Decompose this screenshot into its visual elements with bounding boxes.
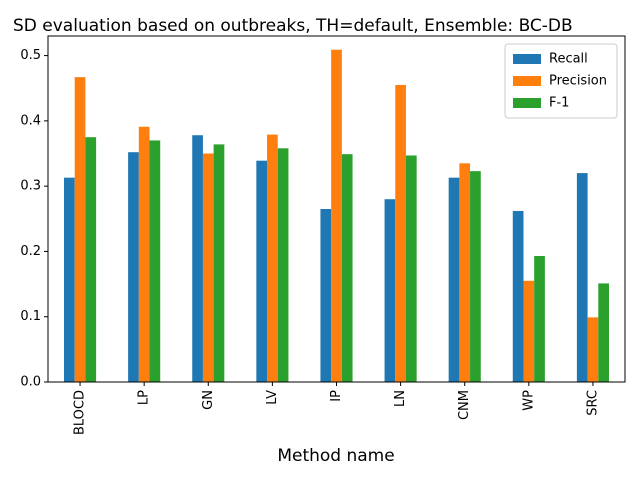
x-tick-label: BLOCD: [73, 390, 88, 435]
bar-recall-lp: [128, 152, 139, 382]
x-tick-label: LV: [265, 390, 280, 405]
legend-label: Precision: [549, 74, 607, 89]
bar-f-1-wp: [534, 256, 545, 382]
bar-f-1-ip: [341, 154, 353, 382]
x-tick-label: GN: [201, 390, 216, 410]
x-tick-label: LP: [137, 390, 152, 405]
bar-recall-src: [576, 173, 588, 382]
y-tick-label: 0.4: [20, 113, 41, 128]
bar-precision-gn: [202, 153, 214, 382]
legend-swatch: [513, 98, 541, 108]
x-axis-ticks: BLOCD LP GN LV IP LN CNM WP SRC: [73, 382, 600, 435]
y-tick-label: 0.2: [20, 244, 41, 259]
legend-swatch: [513, 76, 541, 86]
legend-label: Recall: [549, 52, 588, 67]
y-tick-label: 0.0: [20, 375, 41, 390]
bar-precision-src: [587, 317, 599, 382]
bar-f-1-lp: [149, 140, 161, 382]
y-tick-label: 0.5: [20, 48, 41, 63]
bar-recall-ln: [384, 199, 396, 382]
legend-swatch: [513, 54, 541, 64]
x-tick-label: IP: [329, 390, 344, 402]
bar-recall-lv: [256, 160, 268, 382]
x-tick-label: LN: [393, 390, 408, 407]
bar-precision-wp: [523, 280, 535, 382]
x-axis-label: Method name: [277, 446, 394, 466]
bar-precision-blocd: [74, 77, 86, 382]
chart-title: SD evaluation based on outbreaks, TH=def…: [13, 16, 573, 36]
bar-precision-lv: [267, 134, 278, 382]
x-tick-label: WP: [521, 390, 536, 411]
bar-f-1-blocd: [85, 137, 97, 382]
bar-recall-gn: [192, 135, 203, 382]
y-tick-label: 0.3: [20, 179, 41, 194]
y-tick-label: 0.1: [20, 309, 41, 324]
bar-recall-cnm: [448, 177, 460, 382]
bar-f-1-src: [598, 283, 609, 382]
bar-precision-ln: [395, 84, 406, 383]
bar-f-1-lv: [277, 148, 289, 382]
x-tick-label: SRC: [585, 390, 600, 416]
bar-recall-ip: [320, 209, 332, 382]
legend: Recall Precision F-1: [504, 43, 618, 119]
bar-f-1-gn: [213, 144, 225, 382]
bar-precision-lp: [138, 126, 150, 383]
bar-f-1-ln: [405, 155, 417, 382]
legend-label: F-1: [549, 96, 569, 111]
bar-precision-cnm: [459, 163, 471, 382]
bar-f-1-cnm: [470, 171, 481, 382]
bars-group: [64, 49, 609, 383]
bar-recall-blocd: [64, 177, 75, 382]
x-tick-label: CNM: [457, 390, 472, 420]
y-axis-ticks: 0.0 0.1 0.2 0.3 0.4 0.5: [20, 48, 48, 390]
bar-recall-wp: [512, 210, 524, 382]
bar-precision-ip: [331, 49, 342, 383]
